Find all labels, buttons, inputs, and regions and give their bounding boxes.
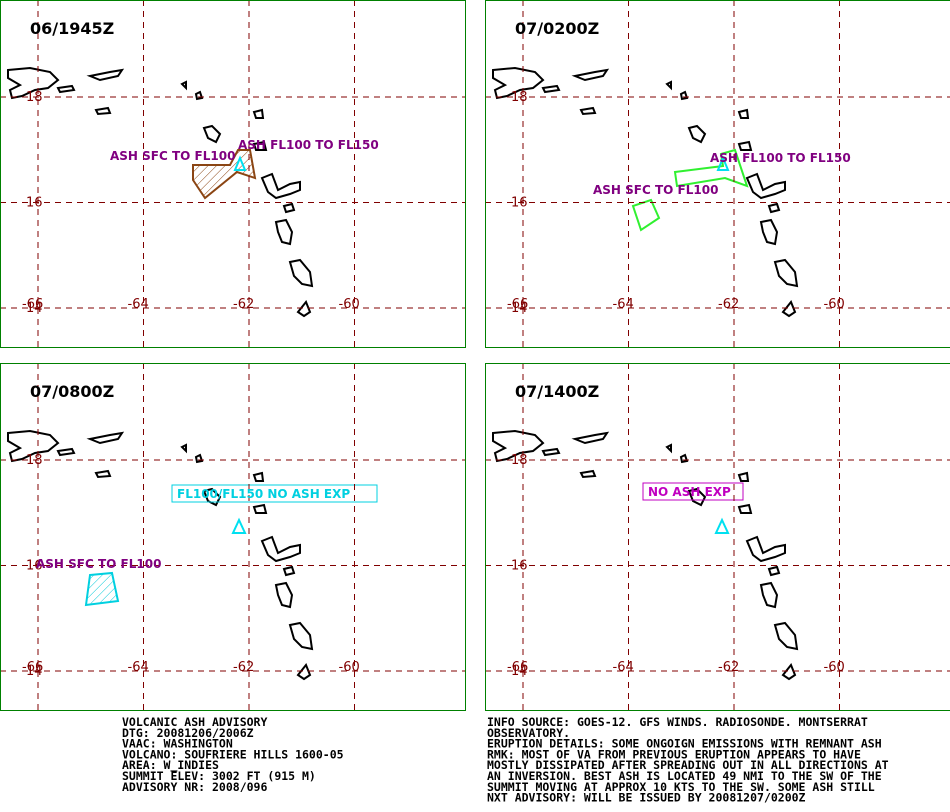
- lon-label: -60: [824, 660, 845, 675]
- panel-time: 07/1400Z: [515, 382, 599, 401]
- lon-label: -62: [718, 297, 739, 312]
- ash-annotation: ASH SFC TO FL100: [36, 557, 161, 571]
- volcano-marker: [231, 517, 247, 534]
- advisory-line: AREA: W_INDIES: [122, 758, 219, 773]
- advisory-line: INFO SOURCE: GOES-12. GFS WINDS. RADIOSO…: [487, 715, 868, 729]
- ash-area: [673, 148, 749, 188]
- ash-annotation: ASH SFC TO FL100: [110, 149, 235, 163]
- panel-time: 07/0200Z: [515, 19, 599, 38]
- annotation-box: [171, 484, 378, 503]
- panel-frame: [485, 363, 950, 711]
- lon-label: -60: [339, 660, 360, 675]
- panel-time: 06/1945Z: [30, 19, 114, 38]
- ash-area: [192, 149, 257, 200]
- lon-label: -66: [507, 660, 528, 675]
- lon-label: -64: [128, 660, 149, 675]
- lon-label: -60: [339, 297, 360, 312]
- lat-label: 16: [26, 196, 43, 211]
- lat-label: 18: [26, 90, 43, 105]
- lon-label: -62: [233, 297, 254, 312]
- advisory-line: DTG: 20081206/2006Z: [122, 726, 254, 740]
- advisory-line: RMK: MOST OF VA FROM PREVIOUS ERUPTION A…: [487, 747, 861, 761]
- advisory-line: AN INVERSION. BEST ASH IS LOCATED 49 NMI…: [487, 769, 882, 783]
- lon-label: -66: [507, 297, 528, 312]
- advisory-line: SUMMIT MOVING AT APPROX 10 KTS TO THE SW…: [487, 780, 875, 794]
- advisory-line: OBSERVATORY.: [487, 726, 570, 740]
- lat-label: 16: [511, 559, 528, 574]
- lon-label: -64: [613, 297, 634, 312]
- advisory-line: VAAC: WASHINGTON: [122, 737, 233, 751]
- lon-label: -60: [824, 297, 845, 312]
- advisory-line: SUMMIT ELEV: 3002 FT (915 M): [122, 769, 316, 783]
- advisory-line: VOLCANIC ASH ADVISORY: [122, 715, 267, 729]
- lon-label: -62: [718, 660, 739, 675]
- lon-label: -66: [22, 660, 43, 675]
- annotation-box: [642, 482, 744, 501]
- lon-label: -64: [128, 297, 149, 312]
- advisory-line: VOLCANO: SOUFRIERE HILLS 1600-05: [122, 747, 344, 761]
- panel-time: 07/0800Z: [30, 382, 114, 401]
- lon-label: -66: [22, 297, 43, 312]
- panel-frame: [485, 0, 950, 348]
- lat-label: 18: [26, 453, 43, 468]
- ash-annotation: ASH SFC TO FL100: [593, 183, 718, 197]
- ash-annotation: ASH FL100 TO FL150: [238, 138, 379, 152]
- ash-annotation: NO ASH EXP: [648, 485, 731, 499]
- ash-annotation: FL100/FL150 NO ASH EXP: [177, 487, 350, 501]
- volcano-marker: [716, 155, 730, 171]
- advisory-line: ERUPTION DETAILS: SOME ONGOIGN EMISSIONS…: [487, 737, 882, 751]
- lon-label: -62: [233, 660, 254, 675]
- panel-frame: [0, 0, 466, 348]
- volcano-marker: [714, 517, 730, 534]
- advisory-line: NXT ADVISORY: WILL BE ISSUED BY 20081207…: [487, 791, 806, 805]
- advisory-line: ADVISORY NR: 2008/096: [122, 780, 267, 794]
- advisory-line: MOSTLY DISSIPATED AFTER SPREADING OUT IN…: [487, 758, 889, 772]
- panel-frame: [0, 363, 466, 711]
- ash-area: [631, 198, 661, 232]
- ash-area: [84, 571, 120, 607]
- lat-label: 18: [511, 90, 528, 105]
- ash-annotation: ASH FL100 TO FL150: [710, 151, 851, 165]
- lat-label: 16: [511, 196, 528, 211]
- lon-label: -64: [613, 660, 634, 675]
- volcano-marker: [233, 155, 247, 171]
- lat-label: 18: [511, 453, 528, 468]
